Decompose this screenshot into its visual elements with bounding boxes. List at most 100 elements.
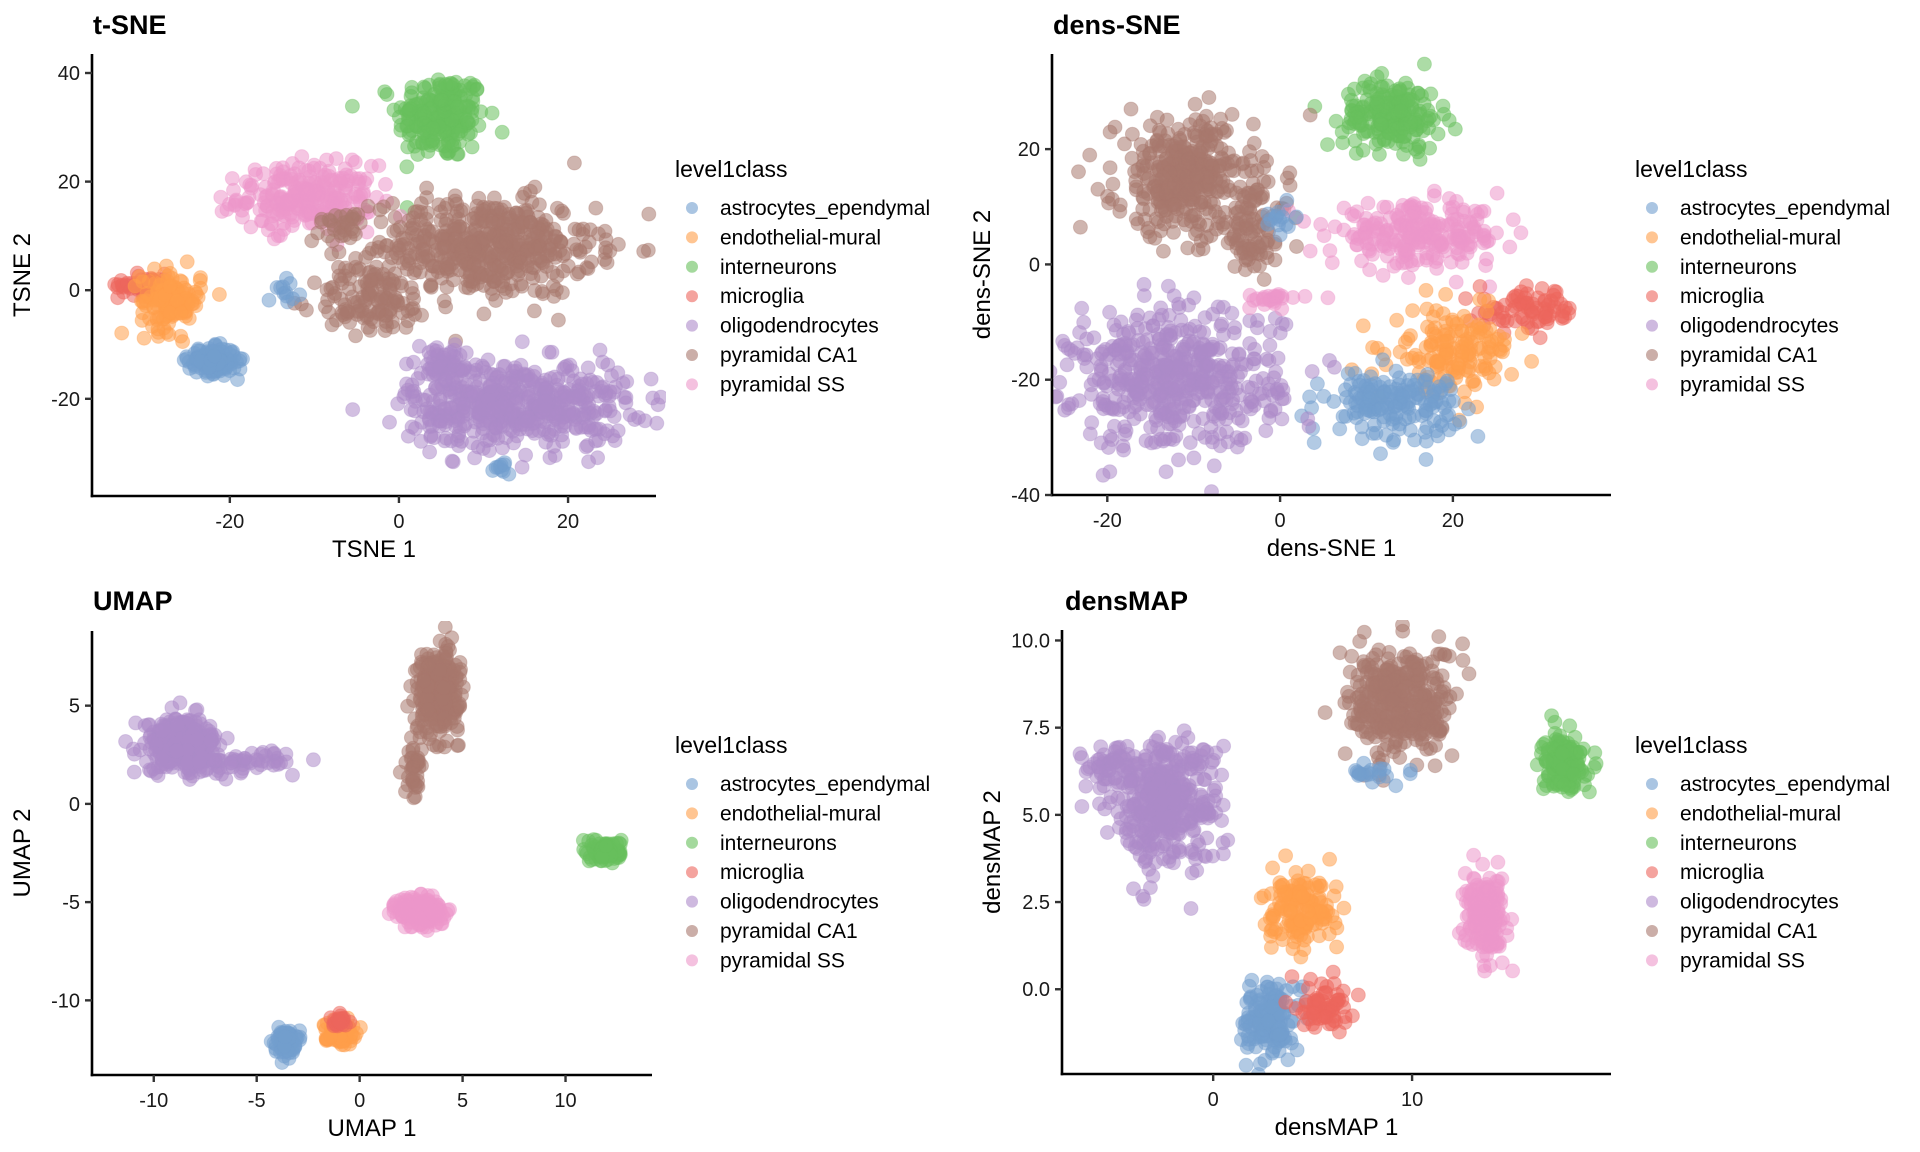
- data-point: [219, 202, 235, 217]
- data-point: [175, 334, 191, 350]
- legend-dot-icon: [1646, 260, 1658, 273]
- data-point: [437, 621, 453, 635]
- data-point: [1489, 225, 1504, 241]
- data-point: [1055, 333, 1071, 349]
- data-point: [438, 636, 454, 652]
- data-point: [1339, 390, 1354, 405]
- x-axis-title: dens-SNE 1: [1267, 535, 1396, 562]
- data-point: [162, 278, 178, 294]
- cluster-pyramidal-ca1: [310, 206, 368, 249]
- data-point: [1322, 353, 1337, 368]
- data-point: [526, 415, 542, 431]
- data-point: [1461, 401, 1476, 417]
- data-point: [668, 399, 682, 413]
- data-point: [1407, 347, 1423, 363]
- data-point: [465, 90, 481, 106]
- data-point: [1365, 216, 1381, 232]
- data-point: [1438, 243, 1453, 259]
- data-point: [641, 206, 657, 222]
- data-point: [1441, 191, 1457, 206]
- data-point: [1322, 243, 1338, 259]
- data-point: [407, 204, 423, 220]
- data-point: [285, 767, 300, 783]
- data-point: [401, 744, 417, 760]
- data-point: [507, 360, 523, 376]
- data-point: [1136, 358, 1152, 374]
- data-point: [982, 424, 996, 438]
- data-point: [1328, 113, 1344, 129]
- data-point: [427, 258, 443, 274]
- data-point: [1393, 103, 1409, 119]
- data-point: [1343, 92, 1359, 108]
- data-point: [1201, 90, 1217, 105]
- data-point: [1117, 136, 1132, 152]
- data-point: [1246, 135, 1262, 151]
- data-point: [299, 185, 315, 201]
- data-point: [1279, 192, 1295, 208]
- data-point: [1127, 164, 1143, 180]
- data-point: [1071, 164, 1086, 180]
- data-point: [406, 265, 422, 281]
- data-point: [636, 243, 652, 259]
- data-point: [405, 300, 421, 316]
- y-tick-label: -20: [1011, 370, 1040, 392]
- data-point: [598, 385, 614, 401]
- data-point: [588, 200, 604, 216]
- data-point: [169, 717, 185, 733]
- legend-title: level1class: [675, 156, 788, 182]
- data-point: [599, 423, 615, 439]
- data-point: [1451, 357, 1467, 373]
- data-point: [484, 281, 499, 296]
- data-point: [344, 98, 360, 114]
- data-point: [179, 254, 195, 270]
- data-point: [1148, 412, 1164, 428]
- data-point: [577, 239, 593, 255]
- legend-label: pyramidal CA1: [720, 344, 858, 367]
- data-point: [1419, 367, 1435, 382]
- data-point: [1227, 320, 1243, 335]
- data-point: [1388, 407, 1404, 422]
- data-point: [1166, 224, 1181, 240]
- legend-item: astrocytes_ependymal: [1646, 197, 1890, 220]
- data-point: [114, 277, 130, 293]
- data-point: [1189, 129, 1205, 144]
- data-point: [1320, 290, 1336, 306]
- data-point: [1155, 243, 1171, 259]
- data-point: [1266, 288, 1282, 304]
- data-point: [1216, 124, 1232, 140]
- data-point: [265, 182, 281, 198]
- data-point: [1196, 373, 1212, 389]
- data-point: [1189, 223, 1205, 239]
- data-point: [1433, 414, 1448, 430]
- data-point: [400, 698, 416, 714]
- data-point: [211, 287, 227, 302]
- data-point: [1282, 177, 1298, 193]
- data-point: [223, 755, 239, 771]
- data-point: [1260, 376, 1276, 392]
- data-point: [1438, 286, 1454, 302]
- data-point: [1260, 174, 1276, 190]
- data-point: [402, 250, 418, 266]
- data-point: [1158, 464, 1174, 480]
- data-point: [357, 175, 373, 191]
- data-point: [1360, 195, 1376, 211]
- data-point: [1140, 224, 1156, 240]
- data-point: [371, 158, 387, 174]
- data-point: [450, 126, 466, 142]
- data-point: [1186, 450, 1202, 466]
- data-point: [668, 372, 682, 386]
- data-point: [1155, 169, 1171, 185]
- cluster-astrocytes-ependymal: [176, 336, 250, 388]
- data-point: [344, 289, 360, 305]
- legend-item: pyramidal SS: [1646, 373, 1805, 396]
- panel-title: dens-SNE: [1053, 10, 1181, 40]
- cluster-interneurons: [1307, 56, 1463, 167]
- data-point: [400, 139, 416, 155]
- data-point: [432, 418, 447, 434]
- data-point: [404, 377, 420, 393]
- legend-dot-icon: [1646, 231, 1658, 244]
- data-point: [1513, 225, 1529, 241]
- data-point: [1219, 424, 1235, 440]
